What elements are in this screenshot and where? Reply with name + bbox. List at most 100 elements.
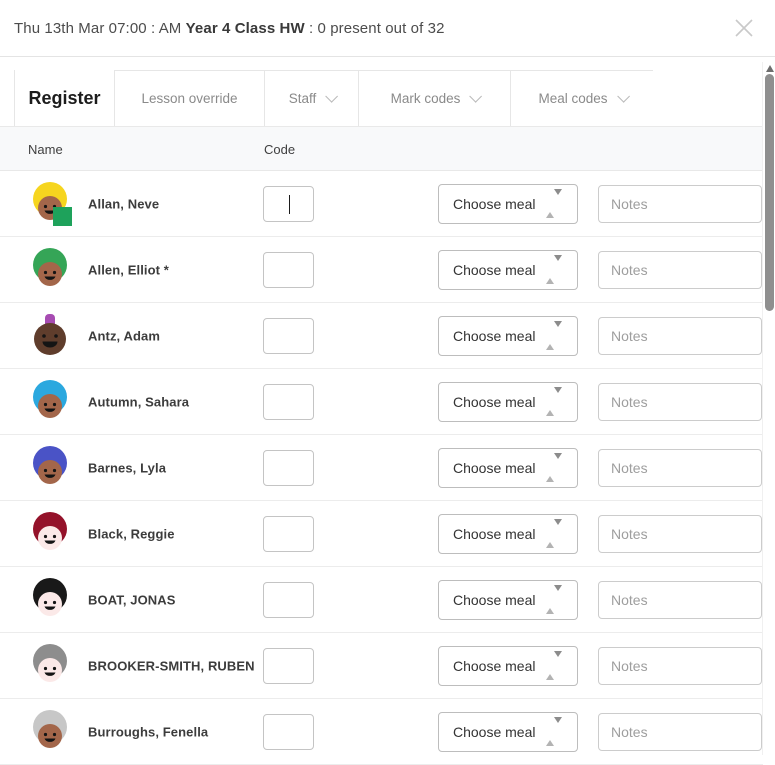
code-box [263,582,314,618]
meal-select[interactable]: Choose meal [439,713,577,751]
meal-select-wrap: Choose meal [438,250,578,290]
code-input[interactable] [263,318,314,354]
meal-select-wrap: Choose meal [438,184,578,224]
tab-register[interactable]: Register [14,70,115,126]
tab-label: Meal codes [538,91,608,106]
student-row: Barnes, Lyla Choose meal [0,435,763,501]
meal-select-wrap: Choose meal [438,580,578,620]
column-header-name: Name [28,142,63,157]
code-box [263,714,314,750]
student-row: Black, Reggie Choose meal [0,501,763,567]
code-box [263,384,314,420]
close-button[interactable] [731,15,757,41]
chevron-down-icon [469,90,483,103]
code-box [263,516,314,552]
scrollbar [762,62,775,755]
student-avatar [27,709,73,755]
tab-label: Lesson override [141,91,238,106]
tab-label: Staff [288,91,317,106]
student-avatar [27,379,73,425]
student-name: Burroughs, Fenella [88,724,209,739]
student-row: BOAT, JONAS Choose meal [0,567,763,633]
code-input[interactable] [263,450,314,486]
scrollbar-thumb[interactable] [765,74,774,311]
student-avatar [27,445,73,491]
student-row: Allen, Elliot * Choose meal [0,237,763,303]
code-input[interactable] [263,714,314,750]
meal-select-wrap: Choose meal [438,448,578,488]
meal-select-wrap: Choose meal [438,646,578,686]
tab-bar-wrap: Register Lesson override Staff Mark codes Me… [0,57,775,127]
student-row: Antz, Adam Choose meal [0,303,763,369]
student-name: Black, Reggie [88,526,175,541]
meal-select-wrap: Choose meal [438,382,578,422]
meal-select-wrap: Choose meal [438,712,578,752]
scroll-up-icon[interactable] [765,65,774,72]
student-avatar [27,577,73,623]
student-row: Burroughs, Fenella Choose meal [0,699,763,765]
meal-select[interactable]: Choose meal [439,317,577,355]
code-input[interactable] [263,516,314,552]
student-avatar [27,511,73,557]
code-box [263,186,314,222]
tab-staff[interactable]: Staff [265,70,359,126]
tab-label: Register [28,87,101,108]
meal-select[interactable]: Choose meal [439,383,577,421]
student-avatar [27,247,73,293]
code-box [263,252,314,288]
notes-input[interactable] [598,449,762,487]
code-box [263,648,314,684]
meal-select-wrap: Choose meal [438,514,578,554]
notes-input[interactable] [598,251,762,289]
meal-select[interactable]: Choose meal [439,647,577,685]
student-name: Barnes, Lyla [88,460,167,475]
code-input[interactable] [263,384,314,420]
student-avatar [27,313,73,359]
notes-input[interactable] [598,647,762,685]
code-input[interactable] [263,648,314,684]
student-avatar [27,643,73,689]
tab-meal-codes[interactable]: Meal codes [511,70,653,126]
table-header: Name Code [0,127,763,171]
student-row: BROOKER-SMITH, RUBEN Choose meal [0,633,763,699]
meal-select-wrap: Choose meal [438,316,578,356]
chevron-down-icon [616,90,630,103]
code-box [263,450,314,486]
student-row: Autumn, Sahara Choose meal [0,369,763,435]
code-input[interactable] [263,252,314,288]
modal-header: Thu 13th Mar 07:00 : AM Year 4 Class HW … [0,0,775,57]
student-name: Autumn, Sahara [88,394,190,409]
meal-select[interactable]: Choose meal [439,515,577,553]
meal-select[interactable]: Choose meal [439,449,577,487]
code-input[interactable] [263,186,314,222]
tab-lesson-override[interactable]: Lesson override [115,70,265,126]
student-row: Allan, Neve Choose meal [0,171,763,237]
text-caret [289,195,290,214]
notes-input[interactable] [598,185,762,223]
tab-label: Mark codes [390,91,461,106]
student-avatar [27,181,73,227]
tab-mark-codes[interactable]: Mark codes [359,70,511,126]
student-name: Allan, Neve [88,196,160,211]
chevron-down-icon [325,90,339,103]
meal-select[interactable]: Choose meal [439,581,577,619]
notes-input[interactable] [598,317,762,355]
notes-input[interactable] [598,713,762,751]
notes-input[interactable] [598,581,762,619]
meal-select[interactable]: Choose meal [439,185,577,223]
code-input[interactable] [263,582,314,618]
student-name: BOAT, JONAS [88,592,176,607]
code-box [263,318,314,354]
register-rows: Allan, Neve Choose meal Allen, Elliot * … [0,171,763,765]
notes-input[interactable] [598,515,762,553]
student-name: Antz, Adam [88,328,161,343]
student-name: BROOKER-SMITH, RUBEN [88,658,255,673]
notes-input[interactable] [598,383,762,421]
title-class-name: Year 4 Class HW [185,19,305,37]
close-icon [735,19,753,37]
student-name: Allen, Elliot * [88,262,169,277]
meal-select[interactable]: Choose meal [439,251,577,289]
title-present-count: : 0 present out of 32 [304,19,445,37]
column-header-code: Code [264,142,296,157]
title-date: Thu 13th Mar 07:00 : AM [14,19,186,37]
